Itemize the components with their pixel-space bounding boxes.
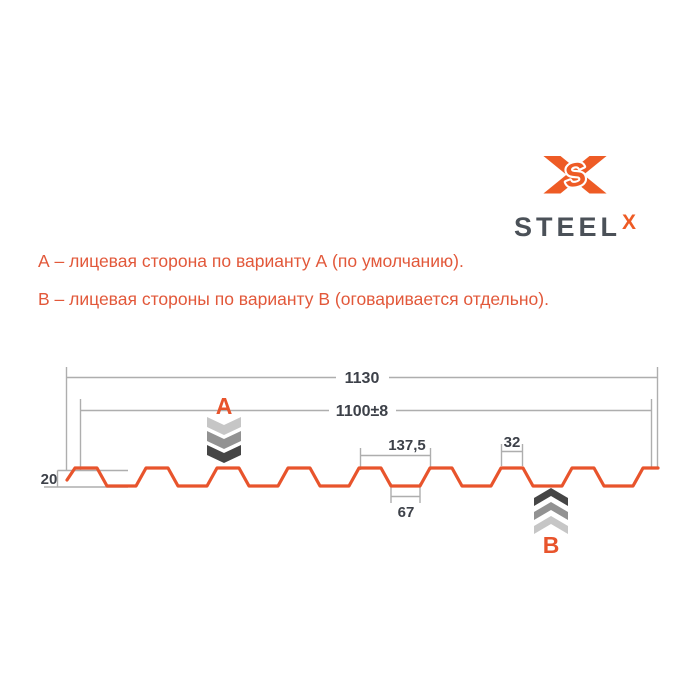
dim-working-width-label: 1100±8 [336,403,388,420]
side-a-marker: A [207,393,241,463]
note-variant-a: А – лицевая сторона по варианту А (по ум… [38,251,464,271]
logo-bar-ascending [543,155,607,194]
brand-wordmark: STEEL [513,212,621,242]
chevron-up-icon [534,488,568,534]
chevron-up-dark [534,488,568,506]
chevron-down-icon [207,417,241,463]
chevron-down-light [207,417,241,435]
dim-total-width-label: 1130 [345,370,380,387]
chevron-down-dark [207,445,241,463]
chevron-down-mid [207,431,241,449]
steelx-logo-icon: S [543,153,607,197]
note-variant-b: В – лицевая стороны по варианту В (огова… [38,289,549,309]
dim-valley-label: 67 [398,504,415,521]
dim-rib-top-label: 32 [504,434,521,451]
dim-rib-pitch-label: 137,5 [388,437,426,454]
dim-height-label: 20 [41,471,58,488]
brand-x-suffix: X [622,211,637,234]
dimension-lines [44,367,659,503]
side-b-marker: B [534,488,568,558]
profile-outline [65,466,660,488]
chevron-up-mid [534,502,568,520]
side-b-label: B [543,532,560,558]
brand-logo: S STEELX [495,144,655,243]
side-a-label: A [216,393,233,419]
chevron-up-light [534,516,568,534]
